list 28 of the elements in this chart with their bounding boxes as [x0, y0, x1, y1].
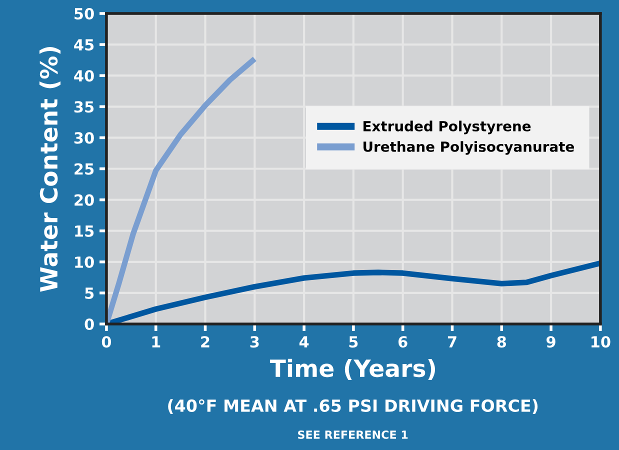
legend-label: Urethane Polyisocyanurate: [364, 141, 574, 155]
y-tick-label: 20: [74, 194, 94, 206]
y-tick-label: 15: [75, 226, 94, 237]
y-tick-label: 50: [74, 8, 94, 20]
legend-label: Extruded Polystyrene: [364, 120, 531, 134]
x-tick-label: 2: [201, 336, 210, 348]
x-tick-label: 4: [299, 336, 309, 348]
y-tick-label: 5: [85, 288, 94, 299]
x-tick-label: 5: [349, 336, 358, 348]
y-tick-label: 0: [84, 318, 94, 330]
y-tick-label: 10: [75, 256, 94, 268]
y-tick-label: 40: [74, 70, 94, 82]
x-axis-title: Time (Years): [270, 358, 436, 380]
x-tick-label: 3: [250, 336, 259, 348]
x-tick-label: 9: [546, 336, 556, 348]
y-tick-label: 35: [74, 101, 94, 113]
x-tick-label: 1: [152, 336, 160, 348]
x-tick-label: 10: [592, 336, 610, 348]
y-tick-label: 30: [74, 132, 94, 144]
y-axis-title: Water Content (%): [39, 47, 60, 292]
x-tick-label: 0: [102, 336, 112, 348]
x-tick-label: 7: [448, 336, 456, 348]
text: SEE REFERENCE 1: [298, 430, 408, 439]
x-tick-label: 6: [398, 336, 408, 348]
x-tick-label: 8: [497, 336, 506, 348]
y-tick-label: 25: [74, 163, 94, 175]
text: (40°F MEAN AT .65 PSI DRIVING FORCE): [168, 399, 538, 414]
y-tick-label: 45: [74, 39, 94, 51]
